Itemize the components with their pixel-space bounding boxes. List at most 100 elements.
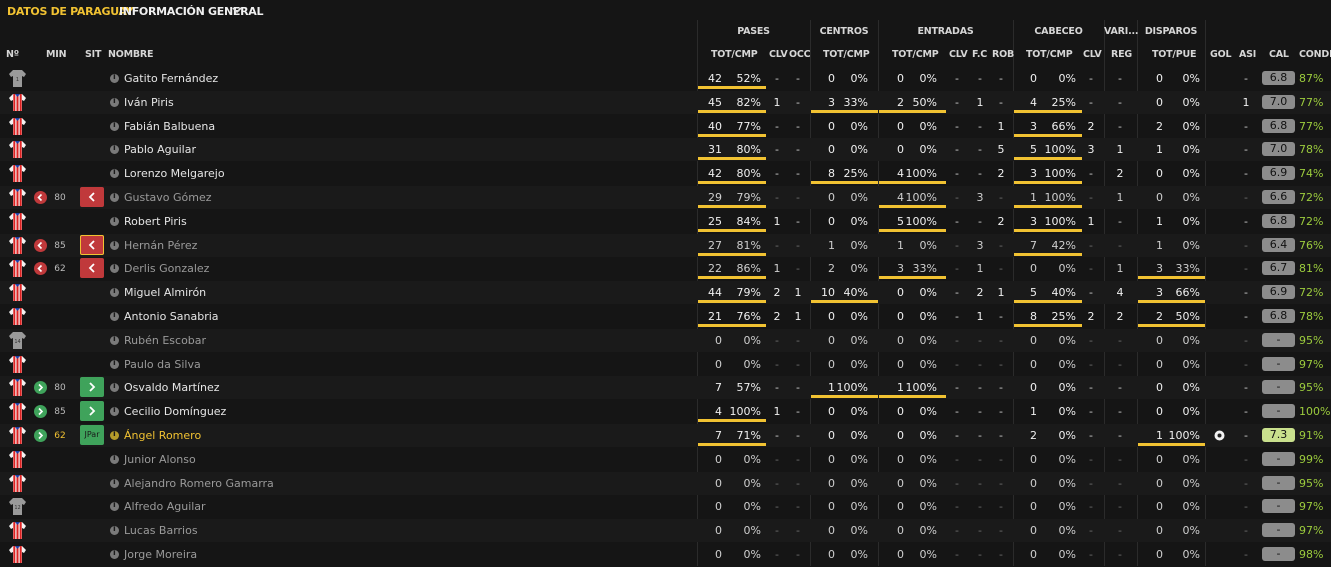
table-row[interactable]: Alejandro Romero Gamarra00%--00%00%---00…: [0, 471, 1331, 495]
player-info-icon[interactable]: [110, 239, 119, 250]
group-header[interactable]: VARI...: [1104, 26, 1139, 37]
group-header[interactable]: CENTROS: [819, 26, 869, 37]
player-info-icon[interactable]: [110, 96, 119, 107]
player-info-icon[interactable]: [110, 286, 119, 298]
table-row[interactable]: Antonio Sanabria2176%2100%00%-1-825%2225…: [0, 305, 1331, 328]
table-row[interactable]: 12Alfredo Aguilar00%--00%00%---00%--00%-…: [0, 495, 1331, 518]
column-header[interactable]: NOMBRE: [108, 49, 154, 60]
view-dropdown[interactable]: INFORMACIÓN GENERAL: [119, 5, 264, 18]
group-header[interactable]: ENTRADAS: [917, 26, 974, 37]
table-row[interactable]: 62JParÁngel Romero771%--00%00%---20%--11…: [0, 424, 1331, 447]
player-name[interactable]: Hernán Pérez: [124, 238, 198, 252]
player-name[interactable]: Cecilio Domínguez: [124, 405, 227, 419]
group-header[interactable]: DISPAROS: [1144, 26, 1198, 37]
player-info-icon[interactable]: [110, 453, 119, 464]
player-name[interactable]: Gatito Fernández: [124, 72, 219, 85]
player-info-icon[interactable]: [110, 143, 119, 155]
table-row[interactable]: Pablo Aguilar3180%--00%00%--55100%3110%-…: [0, 138, 1331, 162]
player-info-icon[interactable]: [110, 334, 119, 345]
player-info-icon[interactable]: [110, 381, 119, 393]
player-name[interactable]: Pablo Aguilar: [124, 143, 196, 157]
table-row[interactable]: Lorenzo Melgarejo4280%--825%4100%--23100…: [0, 162, 1331, 185]
player-info-icon[interactable]: [110, 548, 119, 559]
player-info-icon[interactable]: [110, 358, 119, 369]
player-info-icon[interactable]: [110, 477, 119, 488]
column-header[interactable]: GOL: [1210, 49, 1232, 60]
table-row[interactable]: Miguel Almirón4479%211040%00%-21540%-436…: [0, 281, 1331, 305]
column-header[interactable]: CAL: [1269, 49, 1289, 60]
table-row[interactable]: 80Gustavo Gómez2979%--00%4100%-3-1100%-1…: [0, 186, 1331, 209]
column-header[interactable]: TOT/CMP: [892, 49, 939, 60]
player-info-icon[interactable]: [110, 310, 119, 321]
column-header[interactable]: MIN: [46, 49, 67, 60]
sub-on-status-icon[interactable]: [80, 401, 104, 422]
group-header[interactable]: PASES: [737, 26, 770, 37]
player-name[interactable]: Robert Piris: [124, 214, 187, 228]
player-info-icon[interactable]: [110, 167, 119, 179]
sub-off-status-icon[interactable]: [80, 187, 104, 207]
player-name[interactable]: Alejandro Romero Gamarra: [124, 476, 274, 490]
table-row[interactable]: Iván Piris4582%1-333%250%-1-425%--00%17.…: [0, 90, 1331, 114]
player-name[interactable]: Rubén Escobar: [124, 333, 207, 347]
player-info-icon[interactable]: [110, 120, 119, 131]
column-header[interactable]: TOT/PUE: [1152, 49, 1197, 60]
column-header[interactable]: TOT/CMP: [711, 49, 758, 60]
table-row[interactable]: 85Hernán Pérez2781%--10%10%-3-742%--10%-…: [0, 233, 1331, 257]
crosses-pct: 0%: [850, 333, 868, 347]
table-row[interactable]: Robert Piris2584%1-00%5100%--23100%1-10%…: [0, 210, 1331, 233]
player-name[interactable]: Alfredo Aguilar: [124, 500, 206, 514]
player-name[interactable]: Derlis Gonzalez: [124, 262, 210, 276]
player-name[interactable]: Iván Piris: [124, 95, 174, 109]
column-header[interactable]: CONDIC: [1299, 49, 1331, 60]
column-header[interactable]: TOT/CMP: [1026, 49, 1073, 60]
player-info-icon[interactable]: [110, 405, 119, 417]
player-name[interactable]: Miguel Almirón: [124, 286, 207, 300]
column-header[interactable]: REG: [1111, 49, 1133, 60]
player-name[interactable]: Lucas Barrios: [124, 524, 198, 538]
sub-off-status-icon[interactable]: [80, 258, 104, 279]
group-header[interactable]: CABECEO: [1034, 26, 1083, 37]
player-of-match-status[interactable]: JPar: [80, 425, 104, 445]
player-name[interactable]: Antonio Sanabria: [124, 310, 219, 323]
column-header[interactable]: TOT/CMP: [823, 49, 870, 60]
player-name[interactable]: Junior Alonso: [124, 452, 196, 466]
table-row[interactable]: Paulo da Silva00%--00%00%---00%--00%--97…: [0, 353, 1331, 376]
table-row[interactable]: Fabián Balbuena4077%--00%00%--1366%2-20%…: [0, 115, 1331, 138]
player-name[interactable]: Lorenzo Melgarejo: [124, 167, 225, 181]
column-header[interactable]: CLV: [949, 49, 968, 60]
player-name[interactable]: Paulo da Silva: [124, 357, 201, 371]
table-row[interactable]: 14Rubén Escobar00%--00%00%---00%--00%--9…: [0, 328, 1331, 352]
crosses-pct: 0%: [850, 72, 868, 85]
player-info-icon[interactable]: [110, 429, 119, 440]
player-info-icon[interactable]: [110, 500, 119, 512]
player-name[interactable]: Osvaldo Martínez: [124, 381, 220, 395]
team-stats-title[interactable]: DATOS DE PARAGUAY: [7, 5, 134, 18]
player-info-icon[interactable]: [110, 72, 119, 83]
player-name[interactable]: Ángel Romero: [124, 429, 202, 442]
player-info-icon[interactable]: [110, 262, 119, 274]
player-info-icon[interactable]: [110, 215, 119, 226]
column-header[interactable]: ROB: [992, 49, 1015, 60]
sub-on-status-icon[interactable]: [80, 377, 104, 398]
column-header[interactable]: F.C: [972, 49, 988, 60]
player-info-icon[interactable]: [110, 524, 119, 536]
sub-off-status-icon[interactable]: [80, 234, 104, 255]
player-name[interactable]: Jorge Moreira: [124, 548, 198, 561]
column-header[interactable]: OCC: [789, 49, 811, 60]
column-header[interactable]: Nº: [6, 49, 19, 60]
column-header[interactable]: SIT: [85, 49, 102, 60]
player-info-icon[interactable]: [110, 191, 119, 202]
player-name[interactable]: Fabián Balbuena: [124, 119, 216, 133]
column-header[interactable]: CLV: [1083, 49, 1102, 60]
column-header[interactable]: ASI: [1239, 49, 1257, 60]
chevron-down-icon[interactable]: [232, 5, 242, 15]
player-name[interactable]: Gustavo Gómez: [124, 191, 212, 204]
table-row[interactable]: 80Osvaldo Martínez757%--1100%1100%---00%…: [0, 376, 1331, 400]
table-row[interactable]: 62Derlis Gonzalez2286%1-20%333%-1-00%-13…: [0, 257, 1331, 280]
column-header[interactable]: CLV: [769, 49, 788, 60]
table-row[interactable]: 85Cecilio Domínguez4100%1-00%00%---10%--…: [0, 400, 1331, 423]
table-row[interactable]: 1Gatito Fernández4252%--00%00%---00%--00…: [0, 67, 1331, 90]
